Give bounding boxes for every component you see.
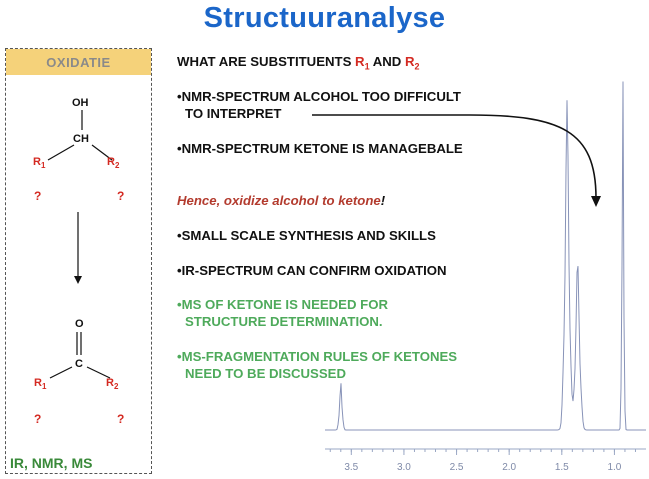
bullet-nmr-ketone: •NMR-SPECTRUM KETONE IS MANAGEBALE	[177, 141, 463, 156]
bullet-substituents: WHAT ARE SUBSTITUENTS R1 AND R2	[177, 54, 420, 72]
alcohol-r1: R1	[33, 156, 46, 170]
bullet-nmr-alcohol-line1: •NMR-SPECTRUM ALCOHOL TOO DIFFICULT	[177, 89, 461, 104]
oh-label: OH	[72, 97, 89, 109]
ketone-q2: ?	[117, 412, 124, 426]
ketone-bond-r1	[49, 366, 73, 379]
o-label: O	[75, 318, 84, 330]
panel-header: OXIDATIE	[6, 49, 151, 75]
tick-label: 2.5	[450, 462, 464, 473]
alcohol-q1: ?	[34, 189, 41, 203]
c-label: C	[75, 358, 83, 370]
ketone-r2: R2	[106, 377, 119, 391]
bullet-synthesis: •SMALL SCALE SYNTHESIS AND SKILLS	[177, 228, 436, 243]
pointer-arrowhead	[591, 196, 601, 207]
bullet-ir: •IR-SPECTRUM CAN CONFIRM OXIDATION	[177, 263, 447, 278]
ketone-r1: R1	[34, 377, 47, 391]
spectrum-ticks: 3.5 3.0 2.5 2.0 1.5 1.0	[329, 449, 636, 473]
reaction-arrowhead	[74, 276, 82, 284]
bullet-nmr-alcohol-line2: TO INTERPRET	[185, 106, 282, 121]
tick-label: 1.5	[555, 462, 569, 473]
bullet-ms-line1: •MS OF KETONE IS NEEDED FOR	[177, 297, 388, 312]
hence-statement: Hence, oxidize alcohol to ketone!	[177, 193, 386, 208]
tick-label: 2.0	[502, 462, 516, 473]
ketone-bond-r2	[86, 366, 111, 379]
tick-label: 3.5	[344, 462, 358, 473]
alcohol-r2: R2	[107, 156, 120, 170]
tick-label: 3.0	[397, 462, 411, 473]
oxidation-scheme: OH CH R1 R2 ? ? O C R1 R2 ? ?	[33, 97, 124, 426]
bond-r2	[91, 144, 113, 161]
alcohol-q2: ?	[117, 189, 124, 203]
bullet-ms-line2: STRUCTURE DETERMINATION.	[185, 314, 383, 329]
bond-r1	[47, 144, 75, 161]
oxidation-panel: OXIDATIE	[5, 48, 152, 474]
bullet-fragmentation-line2: NEED TO BE DISCUSSED	[185, 366, 346, 381]
slide-title: Structuuranalyse	[203, 2, 446, 34]
spectrum-trace	[325, 81, 646, 431]
techniques-footer: IR, NMR, MS	[10, 455, 93, 471]
ch-label: CH	[73, 133, 89, 145]
bullet-fragmentation-line1: •MS-FRAGMENTATION RULES OF KETONES	[177, 349, 458, 364]
pointer-arrow-line	[312, 114, 597, 199]
ketone-q1: ?	[34, 412, 41, 426]
tick-label: 1.0	[607, 462, 621, 473]
